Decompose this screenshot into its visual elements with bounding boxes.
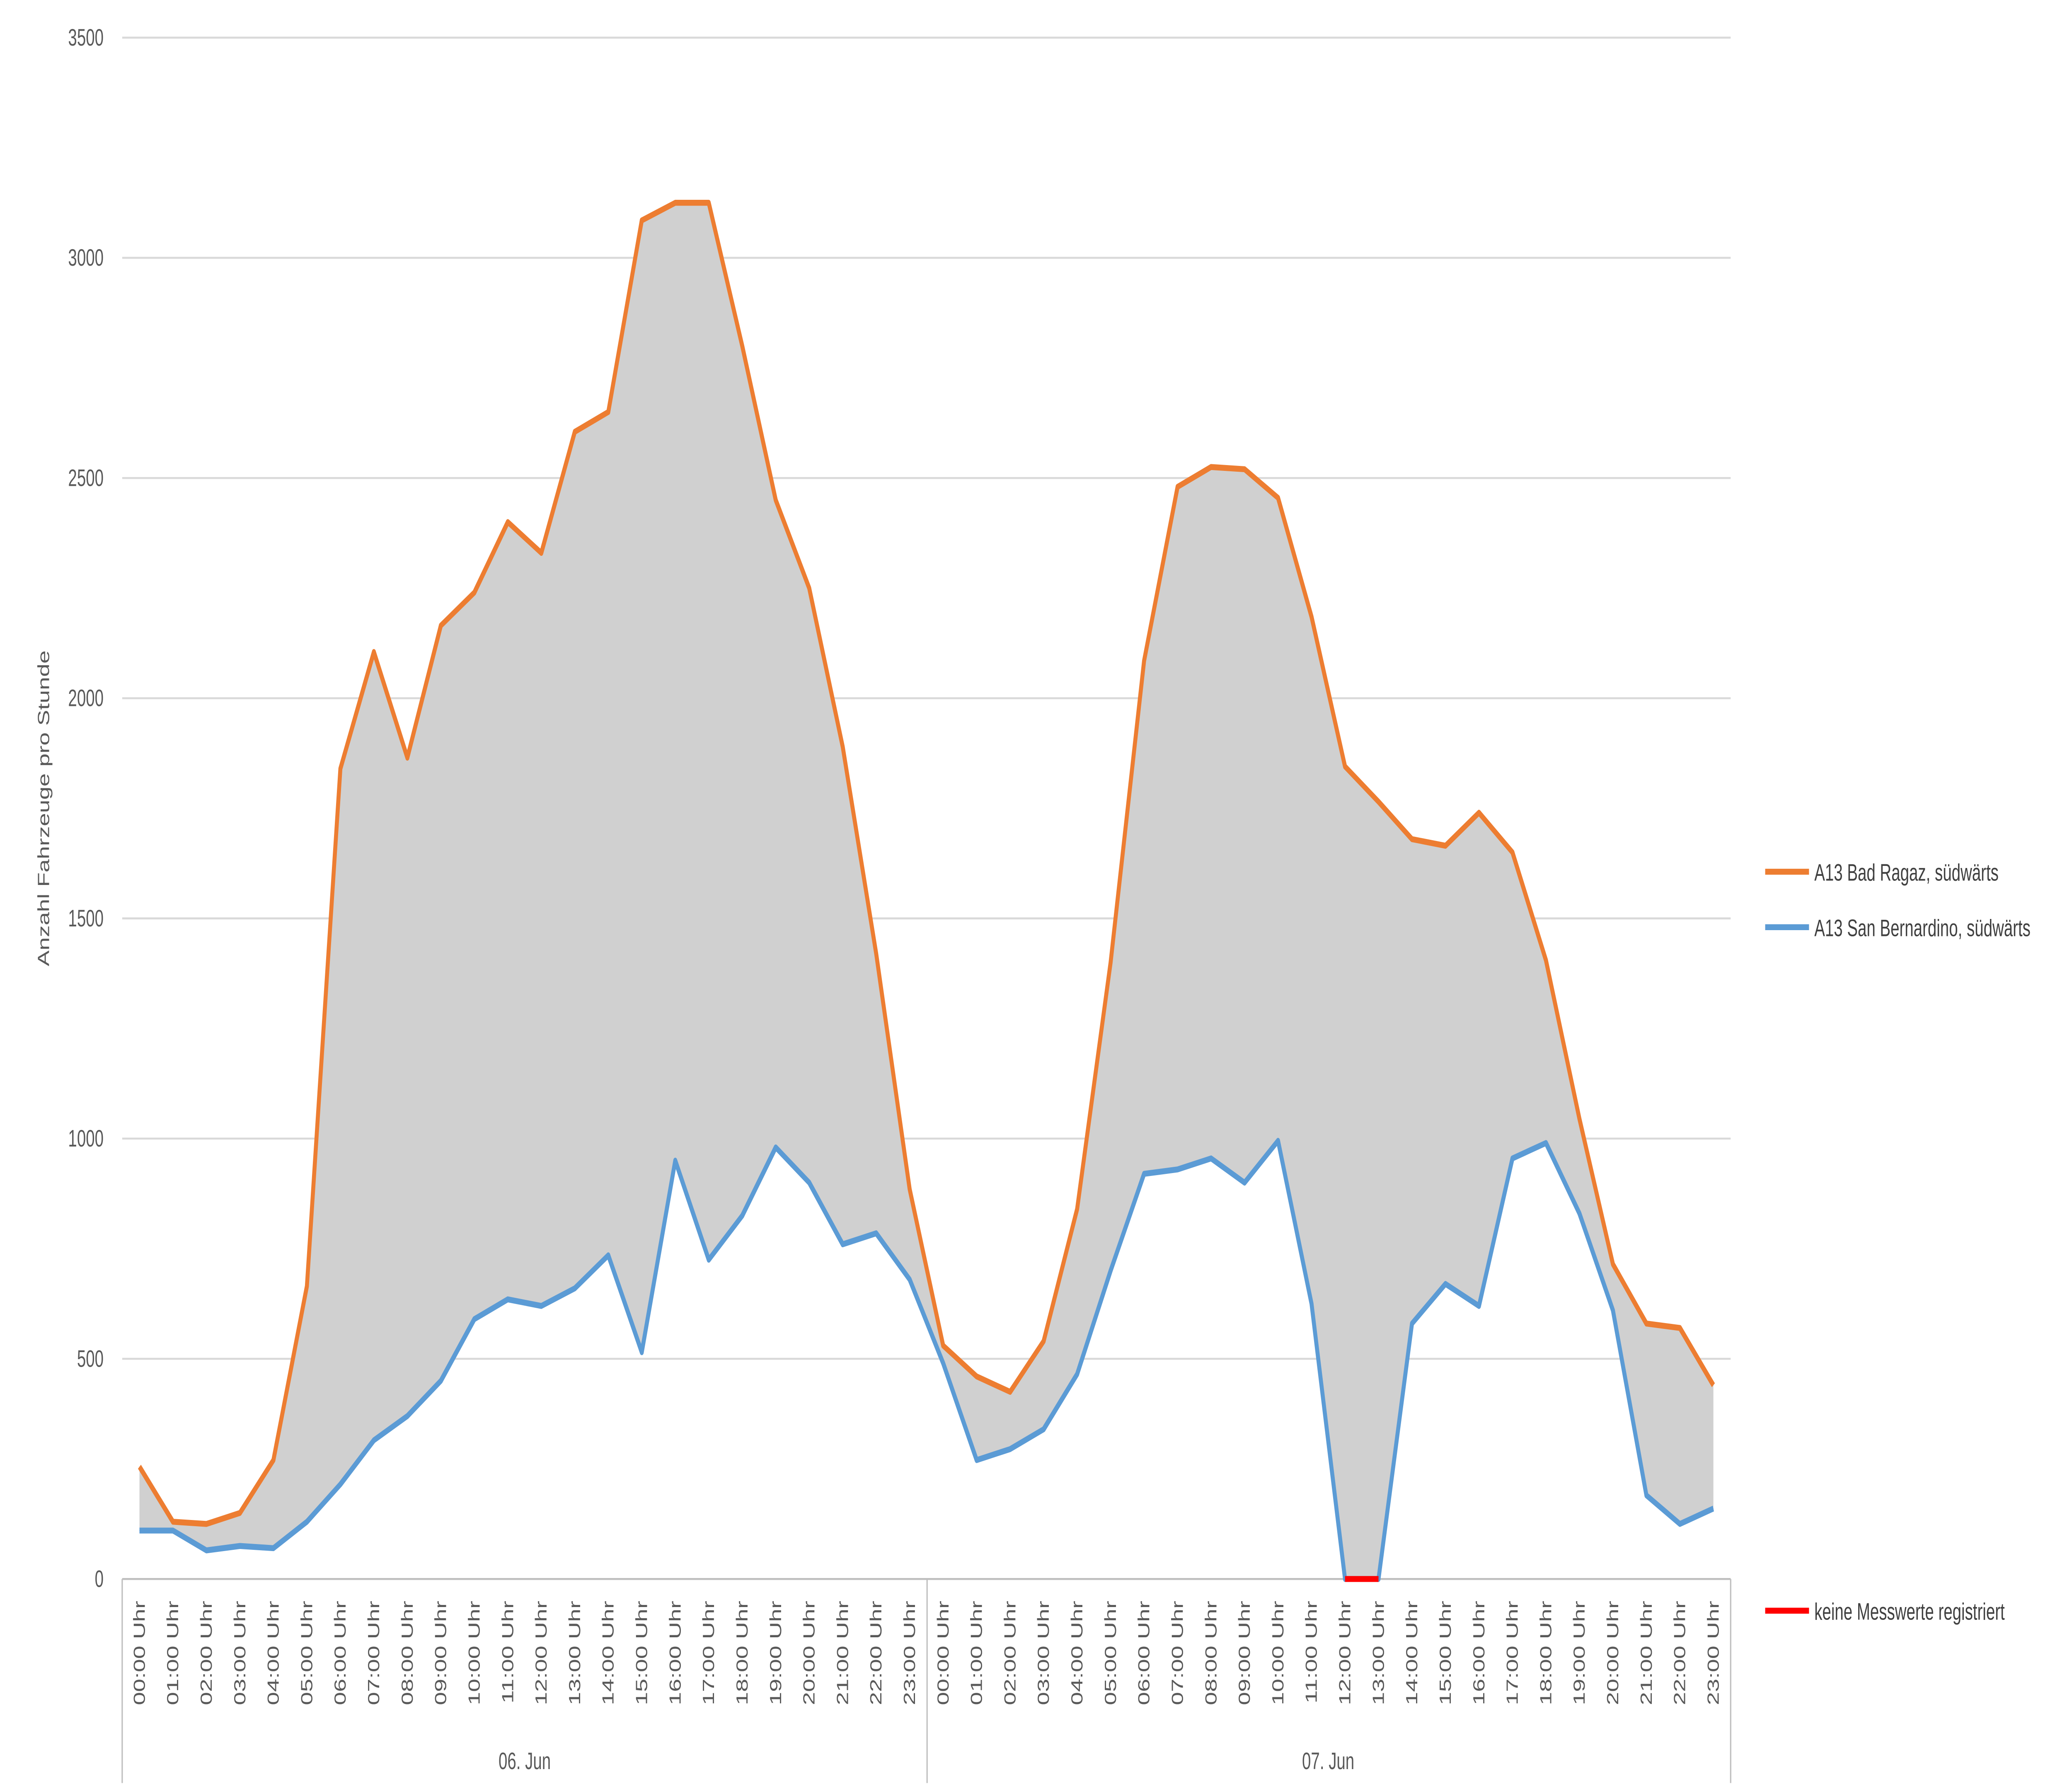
data-point [1512, 1158, 1513, 1159]
legend: A13 Bad Ragaz, südwärts A13 San Bernardin… [1765, 860, 2031, 1625]
x-tick-label: 16:00 Uhr [666, 1601, 684, 1705]
data-point [1713, 1508, 1714, 1509]
data-point [206, 1550, 207, 1551]
y-tick-label: 1000 [68, 1126, 104, 1152]
y-tick-label: 500 [77, 1346, 104, 1372]
data-point [1177, 1169, 1178, 1170]
data-point [742, 1215, 743, 1216]
x-tick-label: 06:00 Uhr [332, 1601, 349, 1705]
x-tick-label: 16:00 Uhr [1470, 1601, 1488, 1705]
x-tick-label: 14:00 Uhr [600, 1601, 617, 1705]
x-tick-label: 10:00 Uhr [1269, 1601, 1287, 1705]
y-tick-label: 1500 [68, 905, 104, 931]
x-tick-label: 03:00 Uhr [1035, 1601, 1053, 1705]
x-tick-label: 13:00 Uhr [566, 1601, 584, 1705]
x-tick-label: 00:00 Uhr [934, 1601, 952, 1705]
y-tick-label: 2500 [68, 465, 104, 491]
x-axis: 00:00 Uhr 01:00 Uhr 02:00 Uhr 03:00 Uhr 04:0… [121, 1579, 1731, 1783]
data-point [641, 220, 642, 221]
x-tick-label: 21:00 Uhr [1638, 1601, 1656, 1705]
data-point [976, 1376, 977, 1377]
difference-area [139, 203, 1714, 1579]
x-tick-label: 04:00 Uhr [265, 1601, 283, 1705]
data-point [340, 768, 341, 769]
x-tick-label: 17:00 Uhr [1504, 1601, 1522, 1705]
x-tick-label: 19:00 Uhr [767, 1601, 785, 1705]
x-tick-label: 19:00 Uhr [1571, 1601, 1588, 1705]
x-tick-label: 00:00 Uhr [131, 1601, 148, 1705]
day-label: 06. Jun [499, 1748, 551, 1774]
x-tick-label: 12:00 Uhr [533, 1601, 550, 1705]
x-tick-label: 11:00 Uhr [1303, 1601, 1321, 1704]
x-tick-label: 04:00 Uhr [1068, 1601, 1086, 1705]
x-tick-label: 02:00 Uhr [1002, 1601, 1019, 1705]
x-tick-label: 17:00 Uhr [700, 1601, 718, 1705]
y-tick-label: 3500 [68, 24, 104, 51]
data-point [1043, 1429, 1044, 1430]
x-tick-label: 20:00 Uhr [801, 1601, 818, 1705]
y-tick-label: 3000 [68, 245, 104, 271]
x-tick-label: 11:00 Uhr [499, 1601, 517, 1704]
legend-label: A13 San Bernardino, südwärts [1814, 915, 2031, 941]
y-tick-label: 2000 [68, 685, 104, 711]
series-line-san-bernardino [139, 1138, 1714, 1582]
y-tick-label: 0 [95, 1566, 104, 1592]
x-tick-label: 02:00 Uhr [198, 1601, 215, 1705]
x-tick-label: 07:00 Uhr [1169, 1601, 1187, 1705]
y-axis-label: Anzahl Fahrzeuge pro Stunde [35, 650, 53, 966]
data-point [608, 1255, 609, 1256]
data-point [273, 1548, 274, 1549]
x-tick-label: 15:00 Uhr [633, 1601, 651, 1705]
x-tick-label: 13:00 Uhr [1370, 1601, 1387, 1705]
data-point [1244, 469, 1245, 470]
x-tick-label: 23:00 Uhr [901, 1601, 919, 1705]
x-tick-label: 05:00 Uhr [298, 1601, 316, 1705]
data-point [943, 1345, 944, 1346]
day-label: 07. Jun [1302, 1748, 1354, 1774]
x-tick-label: 22:00 Uhr [1671, 1601, 1689, 1705]
x-tick-label: 08:00 Uhr [1202, 1601, 1220, 1705]
x-tick-label: 10:00 Uhr [466, 1601, 484, 1705]
x-tick-label: 18:00 Uhr [1537, 1601, 1555, 1705]
x-tick-label: 18:00 Uhr [733, 1601, 751, 1705]
y-axis-ticks: 0 500 1000 1500 2000 2500 3000 3500 [68, 24, 104, 1592]
data-point [407, 757, 408, 758]
data-point [139, 1530, 140, 1531]
x-tick-label: 09:00 Uhr [432, 1601, 450, 1705]
x-tick-label: 01:00 Uhr [968, 1601, 986, 1705]
x-tick-label: 08:00 Uhr [399, 1601, 416, 1705]
data-point [1579, 1213, 1580, 1214]
series-line-bad-ragaz [138, 200, 1715, 1527]
x-tick-label: 20:00 Uhr [1604, 1601, 1622, 1705]
x-tick-label: 06:00 Uhr [1135, 1601, 1153, 1705]
data-point [1144, 1173, 1145, 1174]
x-tick-label: 01:00 Uhr [164, 1601, 182, 1705]
data-point [641, 1352, 642, 1353]
x-tick-label: 09:00 Uhr [1236, 1601, 1254, 1705]
data-point [1646, 1495, 1647, 1496]
series-lines [138, 200, 1715, 1582]
legend-label: keine Messwerte registriert [1814, 1599, 2005, 1625]
x-tick-label: 15:00 Uhr [1437, 1601, 1455, 1705]
x-tick-label: 07:00 Uhr [365, 1601, 383, 1705]
x-tick-label: 03:00 Uhr [231, 1601, 249, 1705]
x-tick-label: 12:00 Uhr [1336, 1601, 1354, 1705]
legend-label: A13 Bad Ragaz, südwärts [1814, 860, 1999, 886]
x-tick-label: 21:00 Uhr [834, 1601, 852, 1705]
x-tick-label: 23:00 Uhr [1705, 1601, 1723, 1705]
data-point [1512, 852, 1513, 853]
x-tick-label: 22:00 Uhr [867, 1601, 885, 1705]
x-tick-label: 14:00 Uhr [1403, 1601, 1421, 1705]
x-tick-label: 05:00 Uhr [1102, 1601, 1120, 1705]
